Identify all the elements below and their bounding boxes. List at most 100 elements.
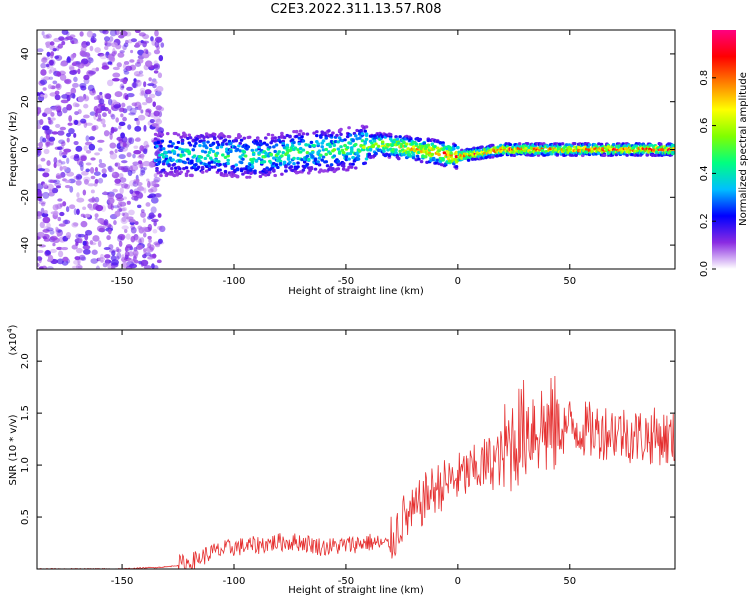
spectrogram-cell	[49, 229, 55, 235]
spectrogram-cell	[53, 210, 59, 216]
spectrogram-cell	[422, 141, 427, 146]
spectrogram-cell	[249, 168, 253, 172]
spectrogram-cell	[253, 171, 257, 175]
spectrogram-cell	[72, 102, 78, 108]
spectrogram-cell	[324, 147, 329, 152]
spectrogram-cells	[37, 30, 675, 269]
spectrogram-cell	[179, 153, 183, 157]
spectrogram-cell	[438, 141, 443, 145]
spectrogram-cell	[97, 240, 102, 248]
spectrogram-cell	[80, 44, 88, 49]
spectrogram-cell	[124, 228, 128, 234]
spectrogram-cell	[50, 66, 55, 73]
spectrogram-cell	[88, 197, 97, 203]
spectrogram-cell	[100, 253, 104, 260]
spectrogram-cell	[116, 197, 125, 202]
spectrogram-cell	[321, 139, 326, 143]
spectrogram-cell	[278, 161, 283, 166]
spectrogram-cell	[147, 180, 151, 188]
spectrogram-cell	[258, 170, 263, 174]
spectrogram-cell	[312, 131, 316, 135]
spectrogram-cell	[132, 249, 139, 257]
spectrogram-cell	[347, 126, 351, 130]
spectrogram-cell	[125, 244, 133, 249]
spectrogram-cell	[83, 176, 91, 183]
spectrogram-cell	[380, 140, 385, 144]
spectrogram-cell	[343, 138, 347, 142]
spectrogram-cell	[364, 133, 369, 138]
spectrogram-cell	[447, 145, 452, 149]
spectrogram-cell	[130, 38, 138, 43]
spectrogram-cell	[128, 218, 136, 223]
spectrogram-cell	[133, 145, 139, 149]
spectrogram-cell	[382, 149, 386, 153]
spectrogram-cell	[446, 153, 451, 157]
spectrogram-cell	[50, 111, 55, 117]
spectrogram-cell	[558, 147, 562, 151]
spectrogram-cell	[336, 140, 341, 144]
colorbar-tick-label: 0.2	[699, 213, 710, 229]
spectrogram-cell	[84, 52, 91, 58]
spectrogram-cell	[43, 76, 51, 81]
spectrogram-cell	[102, 112, 107, 118]
spectrogram-cell	[270, 133, 275, 137]
spectrogram-cell	[396, 141, 401, 145]
spectrogram-cell	[221, 153, 225, 157]
spectrogram-cell	[202, 141, 206, 145]
spectrogram-cell	[400, 148, 405, 152]
spectrogram-cell	[61, 141, 66, 147]
spectrogram-cell	[398, 135, 402, 139]
spectrogram-cell	[391, 147, 396, 152]
spectrogram-cell	[71, 40, 75, 45]
spectrogram-cell	[242, 167, 247, 171]
spectrogram-cell	[175, 169, 179, 173]
spectrogram-cell	[147, 242, 152, 248]
spectrogram-cell	[83, 74, 90, 81]
spectrogram-cell	[42, 56, 51, 60]
spectrogram-cell	[97, 52, 105, 57]
spectrogram-cell	[66, 132, 72, 137]
spectrogram-cell	[200, 170, 205, 174]
spectrogram-cell	[70, 87, 77, 95]
spectrogram-cell	[536, 153, 541, 157]
spectrogram-cell	[249, 171, 253, 176]
spectrogram-cell	[49, 235, 58, 241]
spectrogram-cell	[488, 150, 492, 155]
spectrogram-cell	[82, 245, 91, 250]
spectrogram-cell	[56, 71, 62, 77]
spectrogram-cell	[529, 146, 534, 150]
spectrogram-cell	[179, 135, 183, 139]
spectrogram-cell	[111, 77, 120, 82]
spectrogram-cell	[160, 133, 165, 137]
spectrogram-cell	[127, 124, 132, 130]
spectrogram-cell	[192, 154, 197, 158]
spectrogram-cell	[118, 172, 124, 179]
spectrogram-cell	[328, 144, 333, 149]
spectrogram-cell	[86, 30, 94, 38]
spectrogram-cell	[125, 65, 133, 72]
spectrogram-cell	[139, 173, 144, 177]
spectrogram-cell	[316, 142, 320, 146]
spectrogram-cell	[69, 66, 75, 71]
spectrogram-cell	[85, 41, 91, 46]
spectrogram-cell	[257, 156, 261, 161]
spectrogram-cell	[182, 153, 186, 157]
spectrogram-cell	[118, 107, 124, 113]
spectrogram-cell	[114, 162, 121, 168]
spectrogram-cell	[71, 69, 78, 73]
spectrogram-cell	[168, 140, 173, 144]
spectrogram-cell	[121, 102, 126, 108]
spectrogram-cell	[239, 138, 244, 142]
spectrogram-cell	[153, 49, 161, 55]
spectrogram-cell	[441, 143, 445, 147]
spectrogram-cell	[297, 136, 302, 140]
colorbar-scale	[712, 30, 736, 269]
spectrogram-cell	[100, 105, 106, 112]
spectrogram-cell	[138, 32, 146, 37]
spectrogram-cell	[154, 41, 160, 48]
spectrogram-cell	[71, 222, 79, 228]
spectrogram-cell	[67, 122, 73, 126]
spectrogram-cell	[97, 139, 105, 143]
spectrogram-cell	[246, 145, 251, 149]
spectrogram-cell	[437, 153, 441, 157]
